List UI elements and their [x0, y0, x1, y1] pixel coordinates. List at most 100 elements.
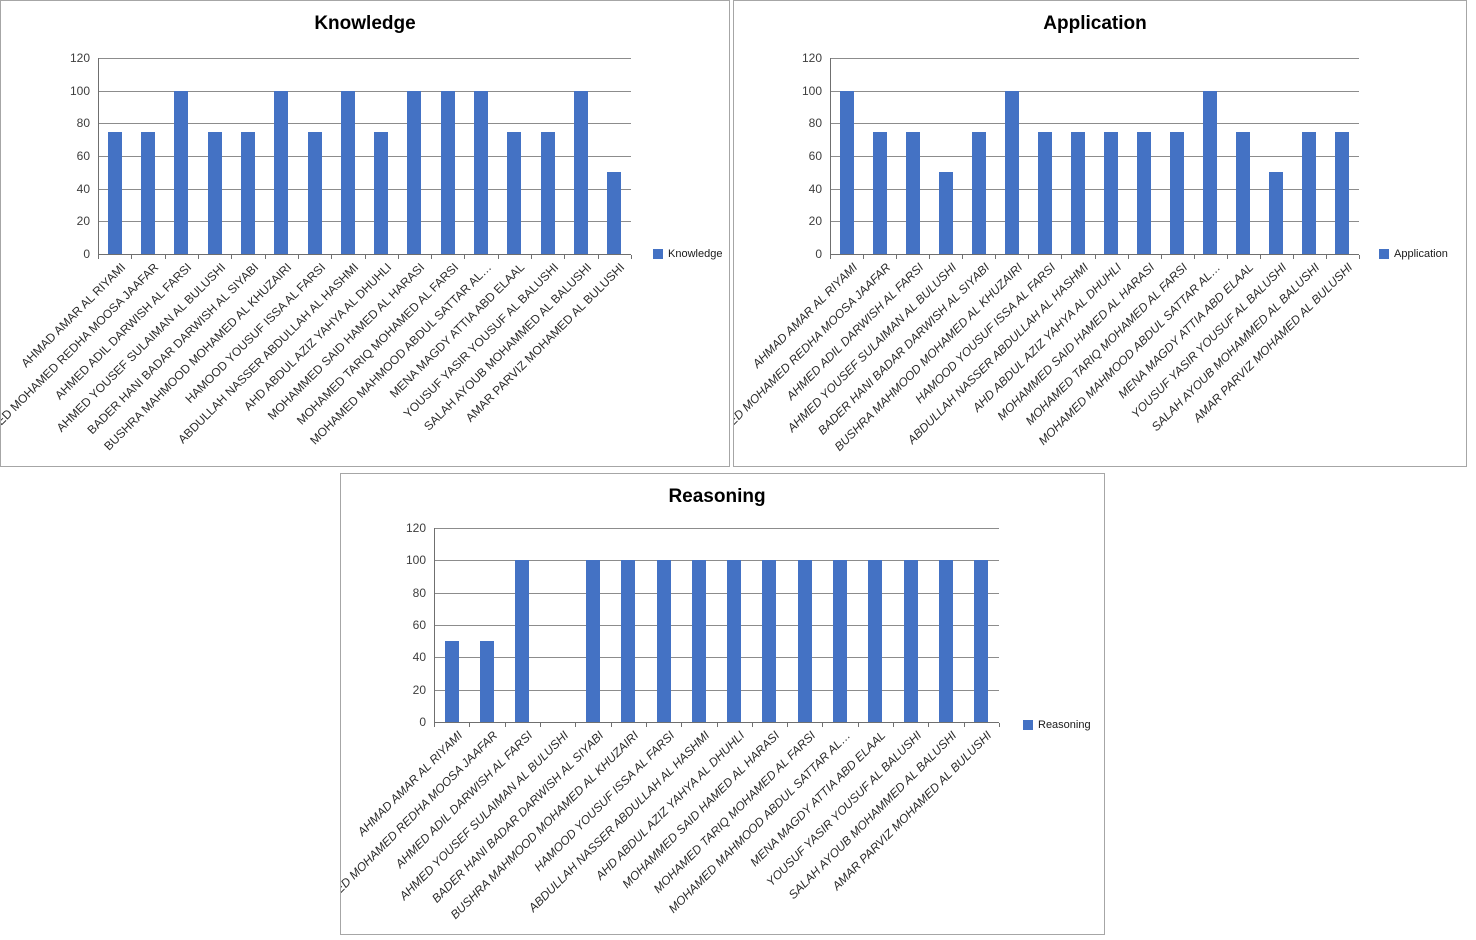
- y-axis-tick-label: 40: [412, 650, 426, 664]
- axis-tick: [464, 255, 465, 259]
- axis-tick: [896, 255, 897, 259]
- x-axis: [434, 722, 999, 723]
- chart-title: Reasoning: [668, 486, 766, 507]
- bar: [174, 91, 188, 254]
- axis-tick: [98, 255, 99, 259]
- bar: [1335, 132, 1349, 255]
- bar: [939, 172, 953, 254]
- bar: [208, 132, 222, 255]
- x-axis: [830, 254, 1359, 255]
- axis-tick: [995, 255, 996, 259]
- legend-label: Reasoning: [1038, 719, 1091, 731]
- y-axis-tick-label: 120: [69, 51, 90, 65]
- reasoning-chart-panel[interactable]: Reasoning 0 20 40 60 80 100 120 AHMAD AMAR AL RI…: [340, 473, 1105, 935]
- gridline: [830, 91, 1359, 92]
- bar: [840, 91, 854, 254]
- legend: Application: [1379, 248, 1448, 260]
- axis-tick: [858, 723, 859, 727]
- bar: [621, 560, 635, 722]
- axis-tick: [1128, 255, 1129, 259]
- gridline: [98, 221, 631, 222]
- legend-label: Knowledge: [668, 248, 723, 260]
- y-axis-tick-label: 60: [412, 618, 426, 632]
- axis-tick: [830, 255, 831, 259]
- knowledge-chart-panel[interactable]: Knowledge 0 20 40 60 80 100 120 AHMAD AMAR AL RI…: [0, 0, 730, 467]
- y-axis-tick-label: 0: [815, 247, 822, 261]
- chart-title: Application: [1043, 13, 1147, 34]
- bar: [108, 132, 122, 255]
- bar: [574, 91, 588, 254]
- axis-tick: [863, 255, 864, 259]
- bar: [1203, 91, 1217, 254]
- y-axis-tick-label: 60: [76, 149, 90, 163]
- bar: [507, 132, 521, 255]
- axis-tick: [564, 255, 565, 259]
- bar: [407, 91, 421, 254]
- axis-tick: [469, 723, 470, 727]
- axis-tick: [575, 723, 576, 727]
- gridline: [98, 123, 631, 124]
- bar: [445, 641, 459, 722]
- bar: [480, 641, 494, 722]
- gridline: [434, 657, 999, 658]
- gridline: [434, 528, 999, 529]
- gridline: [434, 560, 999, 561]
- bar: [1236, 132, 1250, 255]
- bar: [798, 560, 812, 722]
- axis-tick: [598, 255, 599, 259]
- gridline: [434, 625, 999, 626]
- axis-tick: [1194, 255, 1195, 259]
- gridline: [830, 221, 1359, 222]
- axis-tick: [1095, 255, 1096, 259]
- axis-tick: [787, 723, 788, 727]
- y-axis-tick-label: 0: [83, 247, 90, 261]
- axis-tick: [265, 255, 266, 259]
- axis-tick: [1227, 255, 1228, 259]
- bar: [607, 172, 621, 254]
- axis-tick: [964, 723, 965, 727]
- y-axis-tick-label: 120: [405, 521, 426, 535]
- bar: [541, 132, 555, 255]
- axis-tick: [962, 255, 963, 259]
- axis-tick: [331, 255, 332, 259]
- bar: [1170, 132, 1184, 255]
- bar: [274, 91, 288, 254]
- axis-tick: [1359, 255, 1360, 259]
- bar: [1137, 132, 1151, 255]
- bar: [1104, 132, 1118, 255]
- gridline: [830, 58, 1359, 59]
- bar: [939, 560, 953, 722]
- y-axis-tick-label: 100: [405, 553, 426, 567]
- axis-tick: [822, 723, 823, 727]
- axis-tick: [1260, 255, 1261, 259]
- axis-tick: [893, 723, 894, 727]
- y-axis-tick-label: 40: [808, 182, 822, 196]
- bar: [308, 132, 322, 255]
- axis-tick: [165, 255, 166, 259]
- y-axis-tick-label: 20: [808, 214, 822, 228]
- axis-tick: [928, 723, 929, 727]
- axis-tick: [717, 723, 718, 727]
- y-axis: [830, 58, 831, 259]
- axis-tick: [1161, 255, 1162, 259]
- gridline: [98, 91, 631, 92]
- bar: [833, 560, 847, 722]
- gridline: [830, 123, 1359, 124]
- axis-tick: [198, 255, 199, 259]
- axis-tick: [999, 723, 1000, 727]
- bar: [727, 560, 741, 722]
- bar: [657, 560, 671, 722]
- bar: [141, 132, 155, 255]
- axis-tick: [131, 255, 132, 259]
- axis-tick: [1061, 255, 1062, 259]
- application-chart-panel[interactable]: Application 0 20 40 60 80 100 120 AHMAD AMAR AL …: [733, 0, 1467, 467]
- x-axis: [98, 254, 631, 255]
- y-axis-tick-label: 100: [801, 84, 822, 98]
- axis-tick: [431, 255, 432, 259]
- y-axis-tick-label: 40: [76, 182, 90, 196]
- bar: [904, 560, 918, 722]
- bar: [374, 132, 388, 255]
- legend-swatch: [1379, 249, 1389, 259]
- y-axis-tick-label: 80: [808, 116, 822, 130]
